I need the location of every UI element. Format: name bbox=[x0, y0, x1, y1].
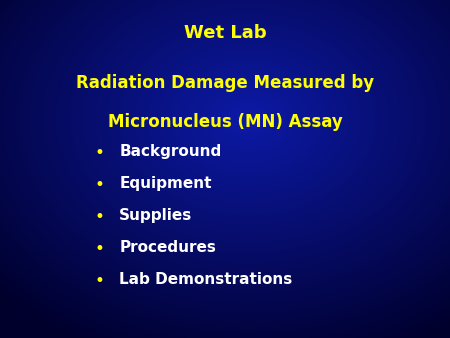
Text: Background: Background bbox=[119, 144, 221, 159]
Text: Equipment: Equipment bbox=[119, 176, 212, 191]
Text: Radiation Damage Measured by: Radiation Damage Measured by bbox=[76, 74, 374, 92]
Text: Lab Demonstrations: Lab Demonstrations bbox=[119, 272, 292, 287]
Text: •: • bbox=[94, 208, 104, 226]
Text: •: • bbox=[94, 144, 104, 162]
Text: •: • bbox=[94, 272, 104, 290]
Text: Wet Lab: Wet Lab bbox=[184, 24, 266, 42]
Text: Micronucleus (MN) Assay: Micronucleus (MN) Assay bbox=[108, 113, 342, 131]
Text: •: • bbox=[94, 240, 104, 258]
Text: Supplies: Supplies bbox=[119, 208, 193, 223]
Text: Procedures: Procedures bbox=[119, 240, 216, 255]
Text: •: • bbox=[94, 176, 104, 194]
